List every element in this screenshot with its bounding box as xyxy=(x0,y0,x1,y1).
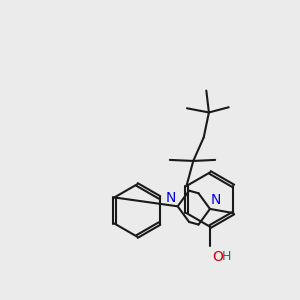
Text: H: H xyxy=(221,250,231,263)
Text: N: N xyxy=(211,194,221,207)
Text: N: N xyxy=(165,191,176,205)
Text: O: O xyxy=(212,250,223,264)
